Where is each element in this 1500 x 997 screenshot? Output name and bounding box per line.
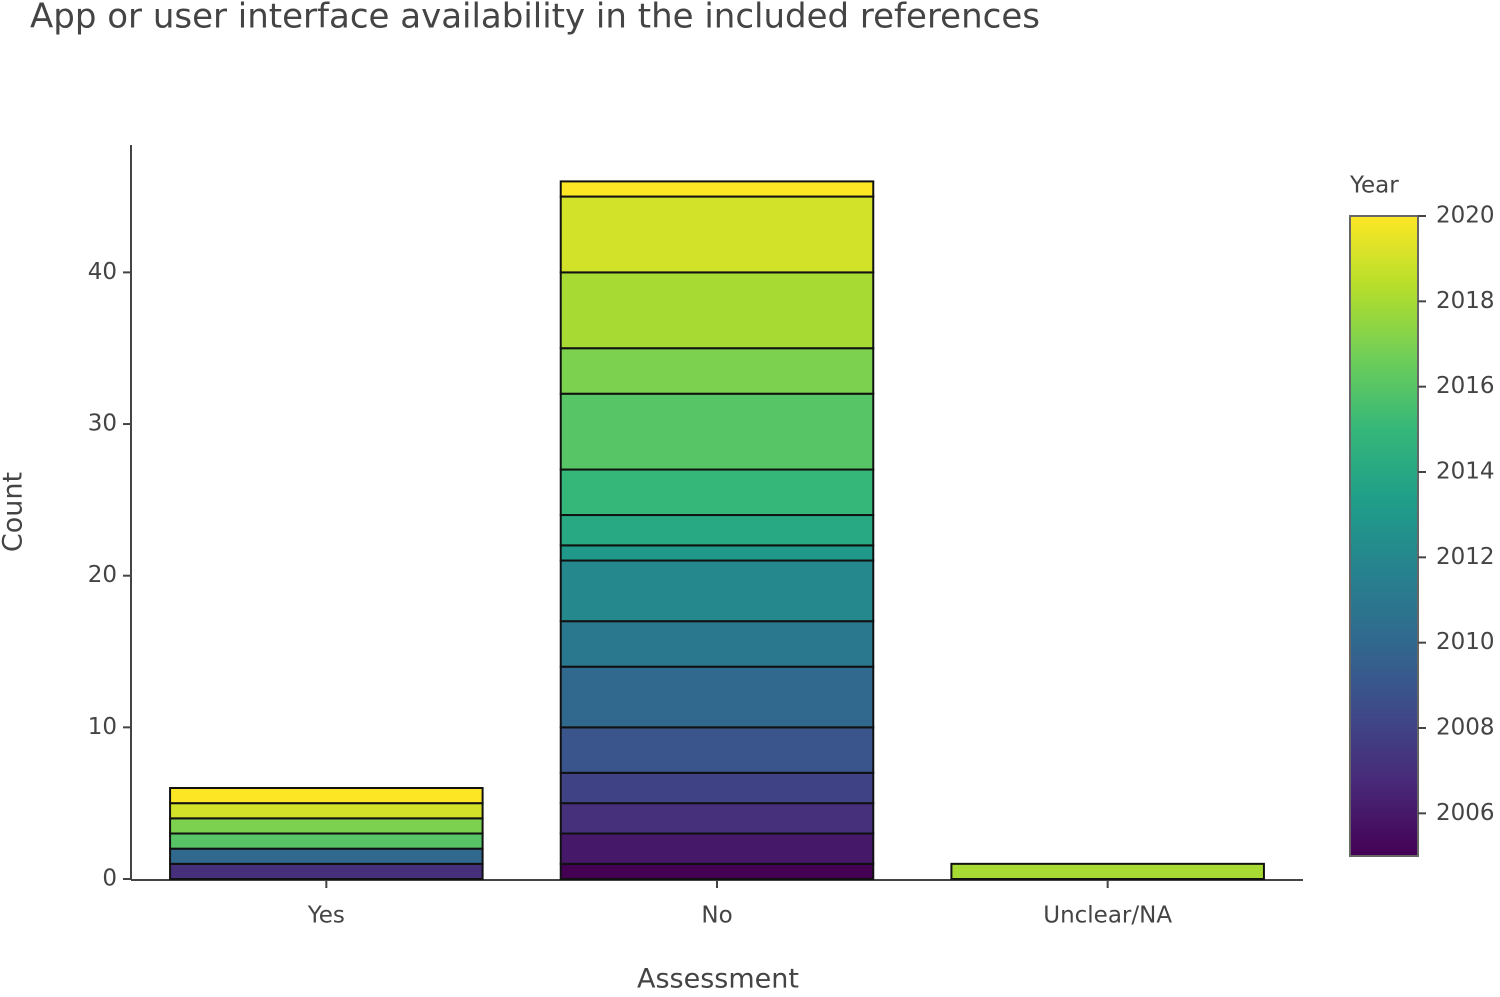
bar-segment xyxy=(559,620,875,668)
colorbar-tick-label: 2018 xyxy=(1436,288,1495,314)
bar-segment xyxy=(559,195,875,274)
colorbar-tick-label: 2014 xyxy=(1436,459,1495,485)
y-tick-label: 20 xyxy=(88,562,117,588)
bar-segment xyxy=(169,787,484,805)
x-tick-label: Yes xyxy=(307,903,345,929)
y-tick-label: 0 xyxy=(102,866,117,892)
bar-segment xyxy=(169,847,484,865)
bar-segment xyxy=(559,271,875,350)
bar-segment xyxy=(559,771,875,805)
colorbar-tick-label: 2008 xyxy=(1436,715,1495,741)
bar-segment xyxy=(169,832,484,850)
colorbar-tick-label: 2020 xyxy=(1436,203,1495,229)
bar-segment xyxy=(559,665,875,729)
bar-segment xyxy=(950,862,1265,881)
x-tick-label: Unclear/NA xyxy=(1043,903,1172,929)
bar-segment xyxy=(169,802,484,820)
bar-segment xyxy=(559,726,875,774)
colorbar-tick-label: 2012 xyxy=(1436,544,1495,570)
colorbar xyxy=(1349,215,1419,857)
bar-segment xyxy=(559,514,875,547)
bar-segment xyxy=(559,544,875,562)
y-axis-title: Count xyxy=(0,472,29,552)
colorbar-tick-label: 2010 xyxy=(1436,629,1495,655)
x-tick-label: No xyxy=(701,903,732,929)
chart-title: App or user interface availability in th… xyxy=(30,0,1040,37)
bar-segment xyxy=(559,862,875,881)
x-axis-title: Assessment xyxy=(637,964,799,994)
bar-segment xyxy=(559,347,875,395)
colorbar-title: Year xyxy=(1349,173,1399,199)
y-tick-label: 40 xyxy=(88,259,117,285)
bar-segment xyxy=(559,468,875,517)
bar-segment xyxy=(169,817,484,835)
bar-segment xyxy=(559,802,875,835)
colorbar-tick-label: 2006 xyxy=(1436,800,1495,826)
bar-segment xyxy=(559,559,875,623)
bar-segment xyxy=(559,180,875,198)
bar-segment xyxy=(169,862,484,881)
colorbar-tick-label: 2016 xyxy=(1436,373,1495,399)
bar-segment xyxy=(559,832,875,865)
y-tick-label: 30 xyxy=(88,411,117,437)
bar-segment xyxy=(559,392,875,471)
y-tick-label: 10 xyxy=(88,714,117,740)
